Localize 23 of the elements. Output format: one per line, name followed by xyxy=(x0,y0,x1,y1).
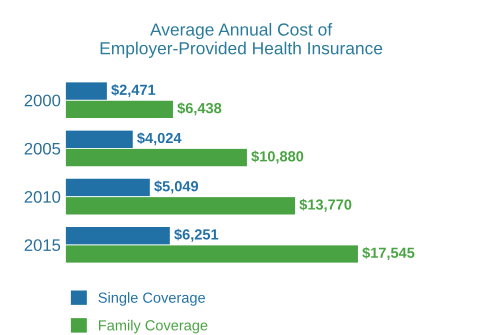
y-tick-label: 2010 xyxy=(24,191,60,203)
legend-label: Single Coverage xyxy=(98,292,205,306)
data-label: $4,024 xyxy=(137,132,182,146)
y-tick-label: 2005 xyxy=(24,142,60,155)
bar xyxy=(66,197,296,214)
data-label: $17,545 xyxy=(362,246,414,260)
data-label: $10,880 xyxy=(251,150,304,164)
bar xyxy=(66,130,133,148)
bar xyxy=(66,100,173,118)
bar xyxy=(66,82,107,100)
y-tick-label: 2015 xyxy=(24,239,60,252)
data-label: $6,438 xyxy=(177,102,222,116)
bar xyxy=(66,245,358,263)
data-label: $5,049 xyxy=(154,180,198,194)
legend-label: Family Coverage xyxy=(99,320,208,334)
bar xyxy=(66,227,170,244)
data-label: $2,471 xyxy=(111,84,156,98)
data-label: $6,251 xyxy=(174,228,218,242)
data-label: $13,770 xyxy=(299,198,352,212)
y-tick-label: 2000 xyxy=(24,94,60,106)
bar xyxy=(66,178,150,196)
bar xyxy=(66,148,247,166)
chart-title: Average Annual Cost of Employer-Provided Health Insurance xyxy=(100,22,382,58)
